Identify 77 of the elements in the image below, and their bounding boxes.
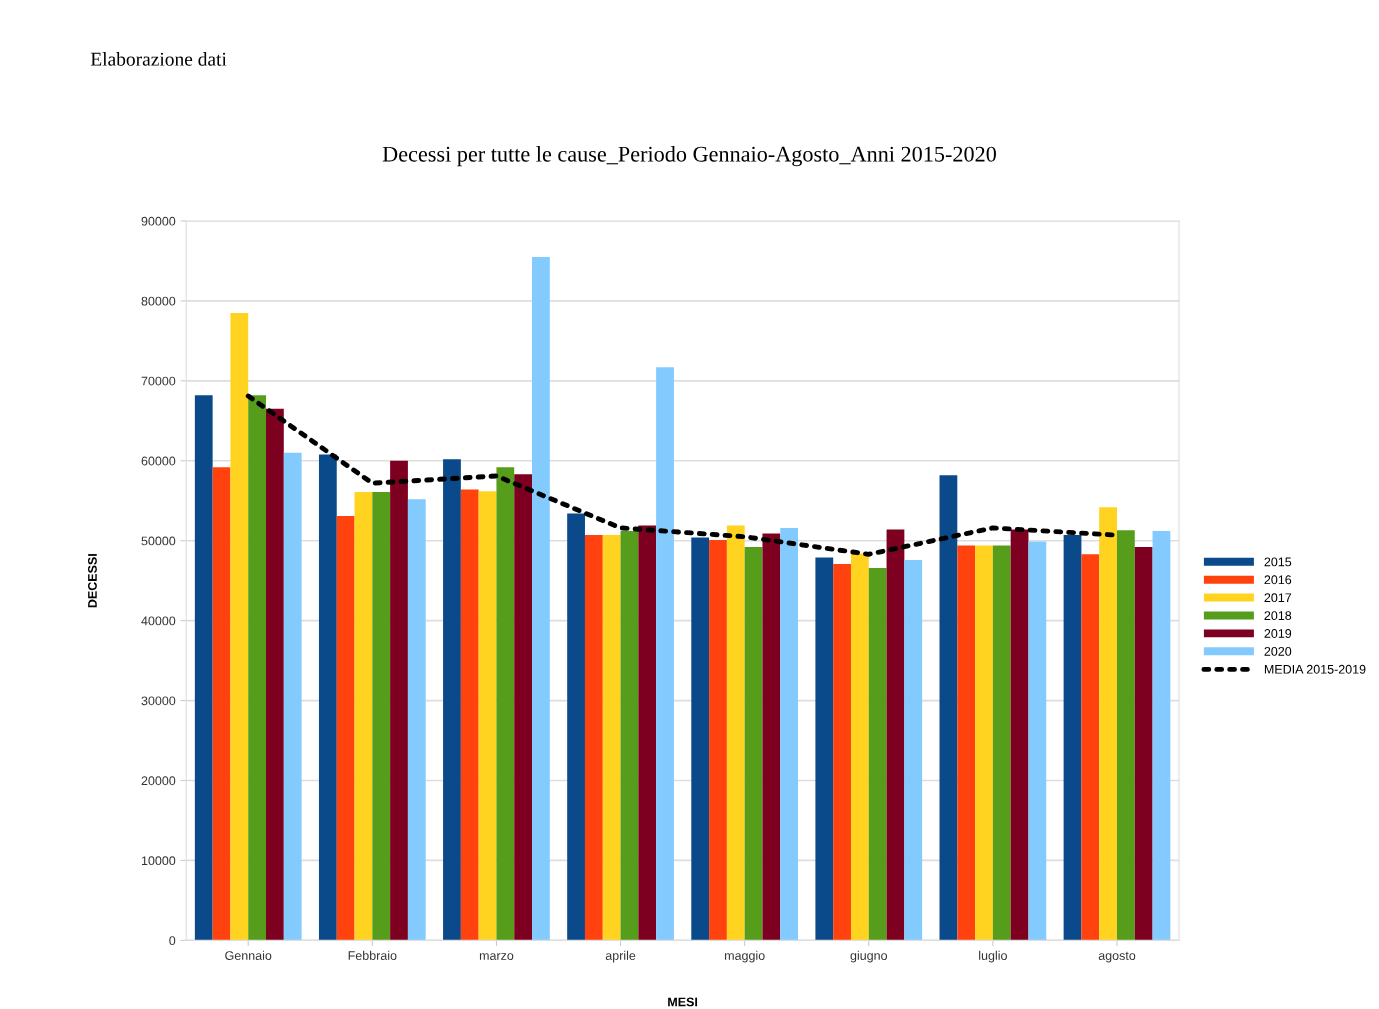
x-tick-label: giugno [850, 950, 888, 963]
x-tick-label: Febbraio [348, 950, 397, 960]
x-tick-label: agosto [1098, 951, 1136, 963]
bar [460, 489, 479, 941]
bar [868, 567, 887, 941]
bar [638, 525, 657, 941]
bar [939, 475, 958, 941]
text: Elaborazione dati [90, 52, 227, 66]
y-tick-label: 0 [169, 936, 176, 946]
bar [318, 454, 337, 941]
bar [336, 515, 355, 941]
x-tick-label: maggio [724, 950, 765, 963]
bar [514, 474, 533, 941]
y-tick-label: 50000 [141, 536, 176, 546]
x-axis-title: MESI [668, 997, 698, 1007]
y-tick-label: 80000 [141, 296, 176, 306]
bar [744, 547, 763, 941]
bar [620, 531, 639, 941]
bar [886, 529, 905, 941]
y-tick-label: 70000 [141, 376, 176, 386]
bar [1010, 529, 1029, 941]
bar [372, 491, 391, 941]
bar [1028, 541, 1047, 941]
bar [1152, 531, 1171, 941]
bar [354, 491, 373, 941]
legend-label: 2020 [1264, 646, 1292, 656]
bar [407, 499, 426, 941]
bar [584, 535, 603, 941]
bar [957, 545, 976, 941]
bar [194, 395, 213, 941]
bar [815, 557, 834, 941]
bar [266, 408, 284, 941]
bar [283, 452, 302, 941]
y-tick-label: 30000 [141, 696, 176, 706]
bar [762, 533, 781, 941]
bar [1134, 547, 1153, 941]
x-tick-label: luglio [979, 950, 1007, 963]
legend-label: 2019 [1264, 629, 1292, 638]
bar [478, 491, 497, 941]
bar [567, 513, 585, 941]
y-axis-title: DECESSI [88, 554, 97, 608]
bar [496, 467, 515, 941]
bar [1099, 507, 1117, 941]
bar [780, 527, 799, 941]
x-tick-label: marzo [479, 953, 514, 960]
bar [230, 312, 249, 941]
legend-label: 2015 [1264, 557, 1292, 567]
bar [602, 535, 621, 941]
bar [904, 559, 923, 941]
legend-label: 2017 [1264, 593, 1292, 603]
bar [1116, 530, 1135, 941]
y-tick-label: 10000 [141, 856, 176, 866]
y-tick-label: 60000 [141, 456, 176, 466]
y-tick-label: 20000 [141, 776, 176, 786]
bar [443, 459, 461, 941]
bar [850, 553, 869, 941]
bar [726, 525, 745, 941]
bar [532, 256, 550, 941]
legend-label: MEDIA 2015-2019 [1264, 664, 1366, 674]
chart-title: Decessi per tutte le cause_Periodo Gennaio-Agosto_Anni 2015-2020 [382, 146, 996, 167]
bar [1081, 554, 1100, 941]
bar [709, 539, 727, 941]
bar [248, 395, 267, 941]
y-tick-label: 90000 [141, 216, 176, 226]
y-tick-label: 40000 [141, 616, 176, 626]
bar [212, 467, 231, 941]
bar [1063, 535, 1082, 941]
x-tick-label: Gennaio [225, 950, 272, 960]
bar [691, 537, 710, 941]
bar [992, 545, 1011, 941]
bar [833, 563, 851, 941]
bar [390, 460, 408, 941]
bar [975, 545, 993, 941]
x-tick-label: aprile [605, 950, 636, 963]
legend-label: 2016 [1264, 575, 1292, 585]
bar [656, 367, 674, 941]
legend-label: 2018 [1264, 611, 1292, 621]
